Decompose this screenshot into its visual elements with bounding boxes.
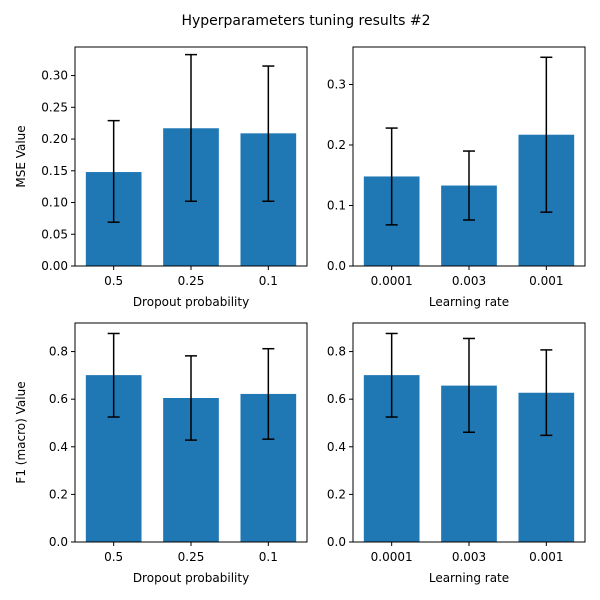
y-tick-label: 0.25 [41,100,68,114]
y-tick-label: 0.2 [327,138,346,152]
x-tick-label: 0.0001 [371,274,413,288]
x-axis-label: Learning rate [429,295,509,309]
x-tick-label: 0.001 [529,274,563,288]
error-bar [385,127,398,226]
y-axis-label: MSE Value [14,125,28,187]
error-bar [463,337,475,434]
y-tick-label: 0.30 [41,69,68,83]
y-tick-label: 0.00 [41,259,68,273]
x-tick-label: 0.003 [452,550,486,564]
error-bar [262,65,275,203]
x-axis-label: Dropout probability [133,571,249,585]
subplot-3: 0.0 0.2 0.4 0.6 0.8 0.5 0.25 0.1 Dropout probabi… [14,322,308,585]
error-bar [540,349,553,437]
y-tick-label: 0.0 [327,259,346,273]
error-bar [107,332,120,418]
error-bar [185,53,197,203]
y-tick-label: 0.2 [49,487,68,501]
y-tick-label: 0.1 [327,199,346,213]
x-tick-label: 0.25 [178,274,205,288]
subplot-1: 0.00 0.05 0.10 0.15 0.20 0.25 0.30 0.5 0.25 0.1 Dr… [14,46,308,309]
x-tick-label: 0.1 [259,550,278,564]
x-tick-label: 0.0001 [371,550,413,564]
error-bar [107,119,120,223]
y-tick-label: 0.8 [327,345,346,359]
subplot-4: 0.0 0.2 0.4 0.6 0.8 0.0001 0.003 0.001 Learning … [327,322,586,585]
x-axis-label: Learning rate [429,571,509,585]
error-bar [540,56,553,213]
y-tick-label: 0.4 [49,440,68,454]
y-tick-label: 0.6 [49,392,68,406]
figure-title: Hyperparameters tuning results #2 [181,13,430,29]
x-tick-label: 0.5 [104,550,123,564]
y-tick-label: 0.10 [41,196,68,210]
error-bar [262,347,275,440]
y-tick-label: 0.0 [327,535,346,549]
error-bar [385,332,398,418]
x-tick-label: 0.5 [104,274,123,288]
y-tick-label: 0.8 [49,345,68,359]
x-tick-label: 0.001 [529,550,563,564]
subplot-2: 0.0 0.1 0.2 0.3 0.0001 0.003 0.001 Learning rat… [327,46,586,309]
y-tick-label: 0.15 [41,164,68,178]
x-axis-label: Dropout probability [133,295,249,309]
x-tick-label: 0.25 [178,550,205,564]
y-tick-label: 0.20 [41,132,68,146]
y-tick-label: 0.3 [327,78,346,92]
y-axis-label: F1 (macro) Value [14,381,28,483]
error-bar [463,150,475,221]
y-tick-label: 0.0 [49,535,68,549]
x-tick-label: 0.1 [259,274,278,288]
y-tick-label: 0.4 [327,440,346,454]
y-tick-label: 0.05 [41,227,68,241]
error-bar [185,355,197,441]
y-tick-label: 0.6 [327,392,346,406]
x-tick-label: 0.003 [452,274,486,288]
y-tick-label: 0.2 [327,487,346,501]
